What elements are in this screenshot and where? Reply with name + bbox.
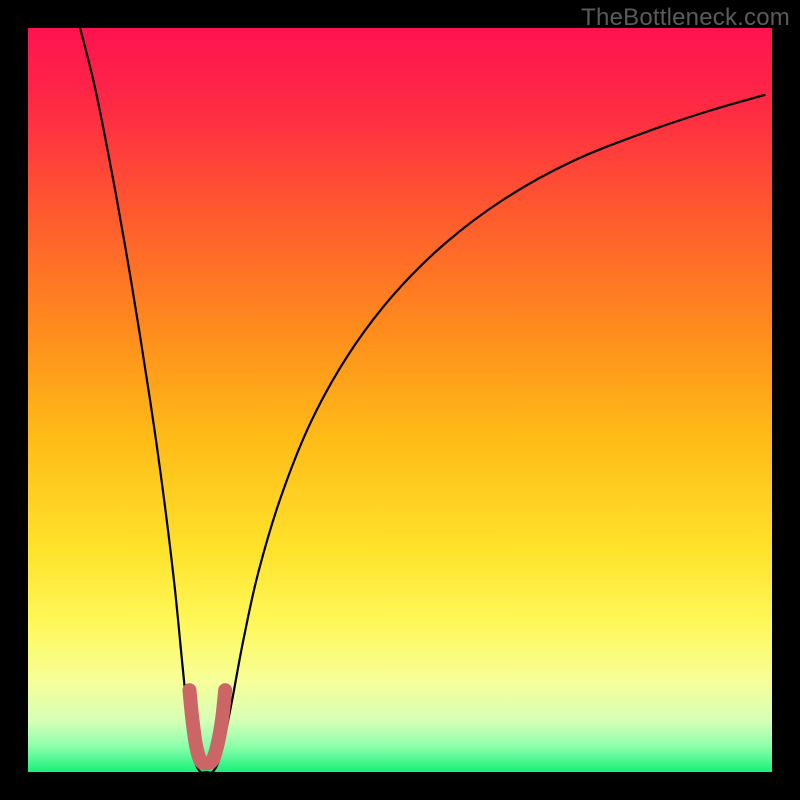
plot-background: [28, 28, 772, 772]
chart-stage: TheBottleneck.com: [0, 0, 800, 800]
bottleneck-curve-chart: [0, 0, 800, 800]
watermark-text: TheBottleneck.com: [581, 4, 790, 32]
